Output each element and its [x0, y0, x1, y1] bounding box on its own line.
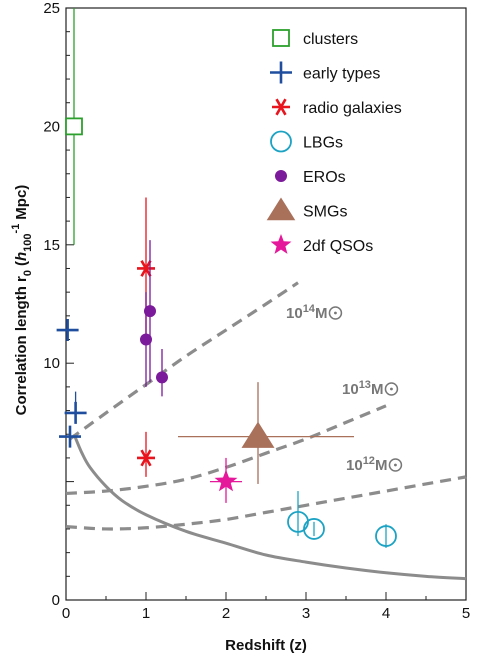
- y-tick-label: 15: [43, 237, 60, 254]
- mass-label-unit: M: [371, 381, 384, 398]
- mass-curve-line: [65, 475, 467, 531]
- series-clusters: [65, 8, 83, 245]
- data-point: [56, 319, 79, 342]
- x-tick-label: 0: [62, 605, 70, 622]
- data-point: [137, 260, 155, 277]
- legend-label: LBGs: [303, 135, 343, 152]
- data-point: [144, 305, 156, 318]
- data-point: [64, 401, 87, 424]
- x-tick-label: 4: [382, 605, 390, 622]
- data-point: [214, 469, 238, 492]
- legend-item: LBGs: [270, 130, 343, 153]
- data-point: [140, 333, 152, 346]
- y-tick-label: 20: [43, 118, 60, 135]
- solar-symbol-icon: [388, 458, 403, 472]
- series-early-types: [56, 319, 87, 448]
- data-point: [65, 117, 83, 136]
- solar-symbol-dot: [334, 311, 337, 315]
- mass-curve-label: 1012M: [346, 455, 387, 474]
- series-lbgs: [287, 491, 397, 548]
- mass-curve-line: [69, 281, 299, 441]
- y-axis-title-h: h: [13, 252, 30, 261]
- y-axis-title-h-sup: -1: [10, 224, 22, 234]
- series-eros: [140, 240, 168, 397]
- x-tick-label: 1: [142, 605, 150, 622]
- mass-label-base: 10: [342, 381, 359, 398]
- solar-symbol-dot: [390, 387, 393, 391]
- data-point: [303, 518, 325, 540]
- y-tick-label: 25: [43, 0, 60, 17]
- legend-marker: [270, 234, 292, 254]
- solar-symbol-dot: [394, 463, 397, 467]
- mass-curve-label: 1014M: [286, 303, 327, 322]
- mass-label-base: 10: [346, 457, 363, 474]
- x-tick-label: 5: [462, 605, 470, 622]
- legend-marker: [272, 29, 290, 47]
- legend: clusters early types radio galaxies LBGs ERO…: [266, 29, 402, 255]
- legend-label: 2df QSOs: [303, 238, 373, 255]
- y-axis-title-sub: 0: [22, 270, 34, 276]
- legend-label: SMGs: [303, 204, 347, 221]
- y-axis-title-h-sub: 100: [22, 233, 34, 251]
- legend-label: early types: [303, 66, 380, 83]
- y-axis-title: Correlation length r0 (h100-1 Mpc): [10, 185, 34, 416]
- data-point: [137, 449, 155, 467]
- y-axis-title-main: Correlation length r: [13, 276, 30, 415]
- mass-label-unit: M: [375, 457, 388, 474]
- solid-curve: [72, 433, 467, 581]
- mass-label-exp: 14: [303, 303, 316, 315]
- plot-area: 0 1 2 3 4 50101520251014M1013M1012Mclustersea…: [43, 0, 470, 622]
- legend-marker: [270, 130, 292, 153]
- legend-item: clusters: [272, 29, 358, 48]
- x-axis-title: Redshift (z): [225, 637, 307, 654]
- legend-marker: [270, 61, 292, 84]
- data-point: [59, 425, 81, 448]
- legend-label: radio galaxies: [303, 100, 402, 117]
- y-axis-title-text: Correlation length r0 (h100-1 Mpc): [10, 185, 34, 416]
- solar-symbol-icon: [384, 382, 399, 396]
- data-point: [156, 371, 168, 384]
- y-axis-title-paren: (: [13, 261, 30, 266]
- mass-label-exp: 12: [363, 455, 375, 467]
- legend-item: 2df QSOs: [270, 234, 373, 255]
- legend-item: radio galaxies: [272, 98, 402, 117]
- data-point: [241, 421, 275, 448]
- mass-label-base: 10: [286, 305, 303, 322]
- legend-item: SMGs: [266, 197, 347, 221]
- mass-curve-label: 1013M: [342, 379, 383, 398]
- data-point: [375, 525, 397, 547]
- legend-item: early types: [270, 61, 380, 84]
- legend-marker: [272, 98, 290, 116]
- mass-label-exp: 13: [359, 379, 371, 391]
- series-2df-qsos: [210, 457, 242, 503]
- legend-marker: [266, 197, 296, 221]
- y-tick-label: 10: [43, 355, 60, 372]
- legend-label: clusters: [303, 31, 358, 48]
- series-smgs: [178, 382, 354, 484]
- y-axis-title-unit: Mpc): [13, 185, 30, 220]
- legend-label: EROs: [303, 169, 346, 186]
- x-tick-label: 2: [222, 605, 230, 622]
- x-axis-title-text: Redshift (z): [225, 637, 307, 654]
- x-tick-label: 3: [302, 605, 310, 622]
- mass-label-unit: M: [315, 305, 328, 322]
- y-tick-label: 0: [52, 592, 60, 609]
- legend-marker: [275, 170, 287, 182]
- legend-item: EROs: [275, 169, 346, 186]
- solar-symbol-icon: [328, 306, 343, 320]
